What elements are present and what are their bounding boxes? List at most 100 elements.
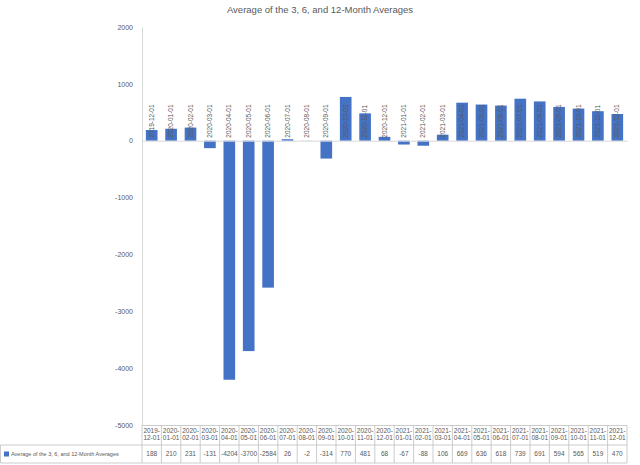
table-value: 669: [457, 450, 468, 457]
x-tick: 2021-08-01: [536, 104, 543, 141]
x-tick-label: 2020-08-01: [303, 104, 310, 138]
table-category: 2020-08-01: [299, 427, 316, 441]
table-category: 2020-06-01: [260, 427, 277, 441]
x-tick-label: 2021-03-01: [439, 104, 446, 138]
bar: [534, 101, 546, 140]
table-category: 2020-09-01: [318, 427, 335, 441]
y-tick: -2000: [115, 251, 142, 258]
table-value: -88: [419, 450, 429, 457]
table-value: 770: [340, 450, 351, 457]
x-tick-label: 2019-12-01: [148, 104, 155, 138]
table-line: [316, 426, 317, 464]
table-category: 2021-02-01: [415, 427, 432, 441]
table-line: [142, 426, 143, 464]
table-value: -4204: [221, 450, 238, 457]
table-category: 2020-07-01: [279, 427, 296, 441]
chart-title: Average of the 3, 6, and 12-Month Averag…: [227, 4, 413, 15]
x-tick: 2020-09-01: [322, 104, 329, 141]
bar: [456, 103, 468, 141]
x-tick: 2020-02-01: [187, 104, 194, 141]
x-tick-label: 2020-02-01: [187, 104, 194, 138]
table-category: 2020-02-01: [182, 427, 199, 441]
table-value: -314: [320, 450, 333, 457]
x-tick-label: 2021-08-01: [536, 104, 543, 138]
x-tick: 2021-04-01: [458, 104, 465, 141]
bar: [514, 99, 526, 141]
table-line: [530, 426, 531, 464]
bar: [340, 97, 352, 141]
table-value: 231: [185, 450, 196, 457]
table-value: 519: [592, 450, 603, 457]
table-line: [433, 426, 434, 464]
x-tick-label: 2020-05-01: [245, 104, 252, 138]
table-line: [568, 426, 569, 464]
table-line: [219, 426, 220, 464]
x-tick-label: 2020-06-01: [264, 104, 271, 138]
table-category: 2020-04-01: [221, 427, 238, 441]
table-category: 2019-12-01: [143, 427, 160, 441]
x-tick-label: 2021-06-01: [497, 104, 504, 138]
table-value: 691: [534, 450, 545, 457]
bars: [146, 97, 623, 380]
x-tick-label: 2021-11-01: [594, 105, 601, 138]
table-line: [142, 425, 627, 426]
table-line: [239, 426, 240, 464]
x-tick-label: 2020-03-01: [206, 104, 213, 138]
x-tick-label: 2020-01-01: [167, 104, 174, 138]
y-tick: 2000: [117, 24, 142, 31]
table-value: 594: [554, 450, 565, 457]
table-line: [394, 426, 395, 464]
x-tick: 2021-02-01: [419, 104, 426, 141]
table-category: 2021-01-01: [396, 427, 413, 441]
x-tick: 2020-03-01: [206, 104, 213, 141]
table-line: [607, 426, 608, 464]
table-category: 2021-04-01: [454, 427, 471, 441]
y-tick-label: -1000: [115, 194, 133, 201]
x-tick-label: 2021-12-01: [613, 104, 620, 138]
x-tick: 2021-07-01: [516, 104, 523, 141]
legend-key: [4, 452, 9, 457]
y-tick-label: 2000: [117, 24, 133, 31]
table-value: 106: [437, 450, 448, 457]
y-tick: -3000: [115, 308, 142, 315]
y-tick: -4000: [115, 365, 142, 372]
table-line: [374, 426, 375, 464]
table-line: [277, 426, 278, 464]
y-tick-label: -5000: [115, 422, 133, 429]
x-tick-label: 2021-10-01: [575, 104, 582, 138]
table-line: [200, 426, 201, 464]
x-tick: 2020-12-01: [381, 104, 388, 141]
x-tick: 2020-06-01: [264, 104, 271, 141]
table-value: 210: [166, 450, 177, 457]
bar: [262, 141, 274, 288]
table-category: 2021-03-01: [434, 427, 451, 441]
table-value: 565: [573, 450, 584, 457]
table-value: 739: [515, 450, 526, 457]
y-tick-label: -2000: [115, 251, 133, 258]
y-tick: -5000: [115, 422, 142, 429]
x-tick-label: 2020-07-01: [284, 104, 291, 138]
y-tick-label: 0: [129, 137, 133, 144]
x-tick: 2020-01-01: [167, 104, 174, 141]
table-line: [1, 463, 628, 464]
table-line: [180, 426, 181, 464]
table-value: 188: [146, 450, 157, 457]
x-tick-label: 2020-11-01: [361, 105, 368, 138]
x-tick-label: 2021-05-01: [478, 104, 485, 138]
x-tick-label: 2020-12-01: [381, 104, 388, 138]
table-line: [297, 426, 298, 464]
table-category: 2020-11-01: [357, 427, 374, 441]
table-line: [336, 426, 337, 464]
x-tick-label: 2021-07-01: [516, 104, 523, 138]
legend-label: Average of the 3, 6, and 12-Month Averag…: [11, 451, 119, 457]
x-tick: 2020-10-01: [342, 104, 349, 141]
table-line: [452, 426, 453, 464]
table-line: [355, 426, 356, 464]
bar: [282, 139, 294, 140]
chart: Average of the 3, 6, and 12-Month Averag…: [0, 0, 640, 465]
bar: [320, 141, 332, 159]
table-category: 2020-10-01: [337, 427, 354, 441]
table-value: -131: [203, 450, 216, 457]
table-line: [471, 426, 472, 464]
table-line: [627, 426, 628, 464]
